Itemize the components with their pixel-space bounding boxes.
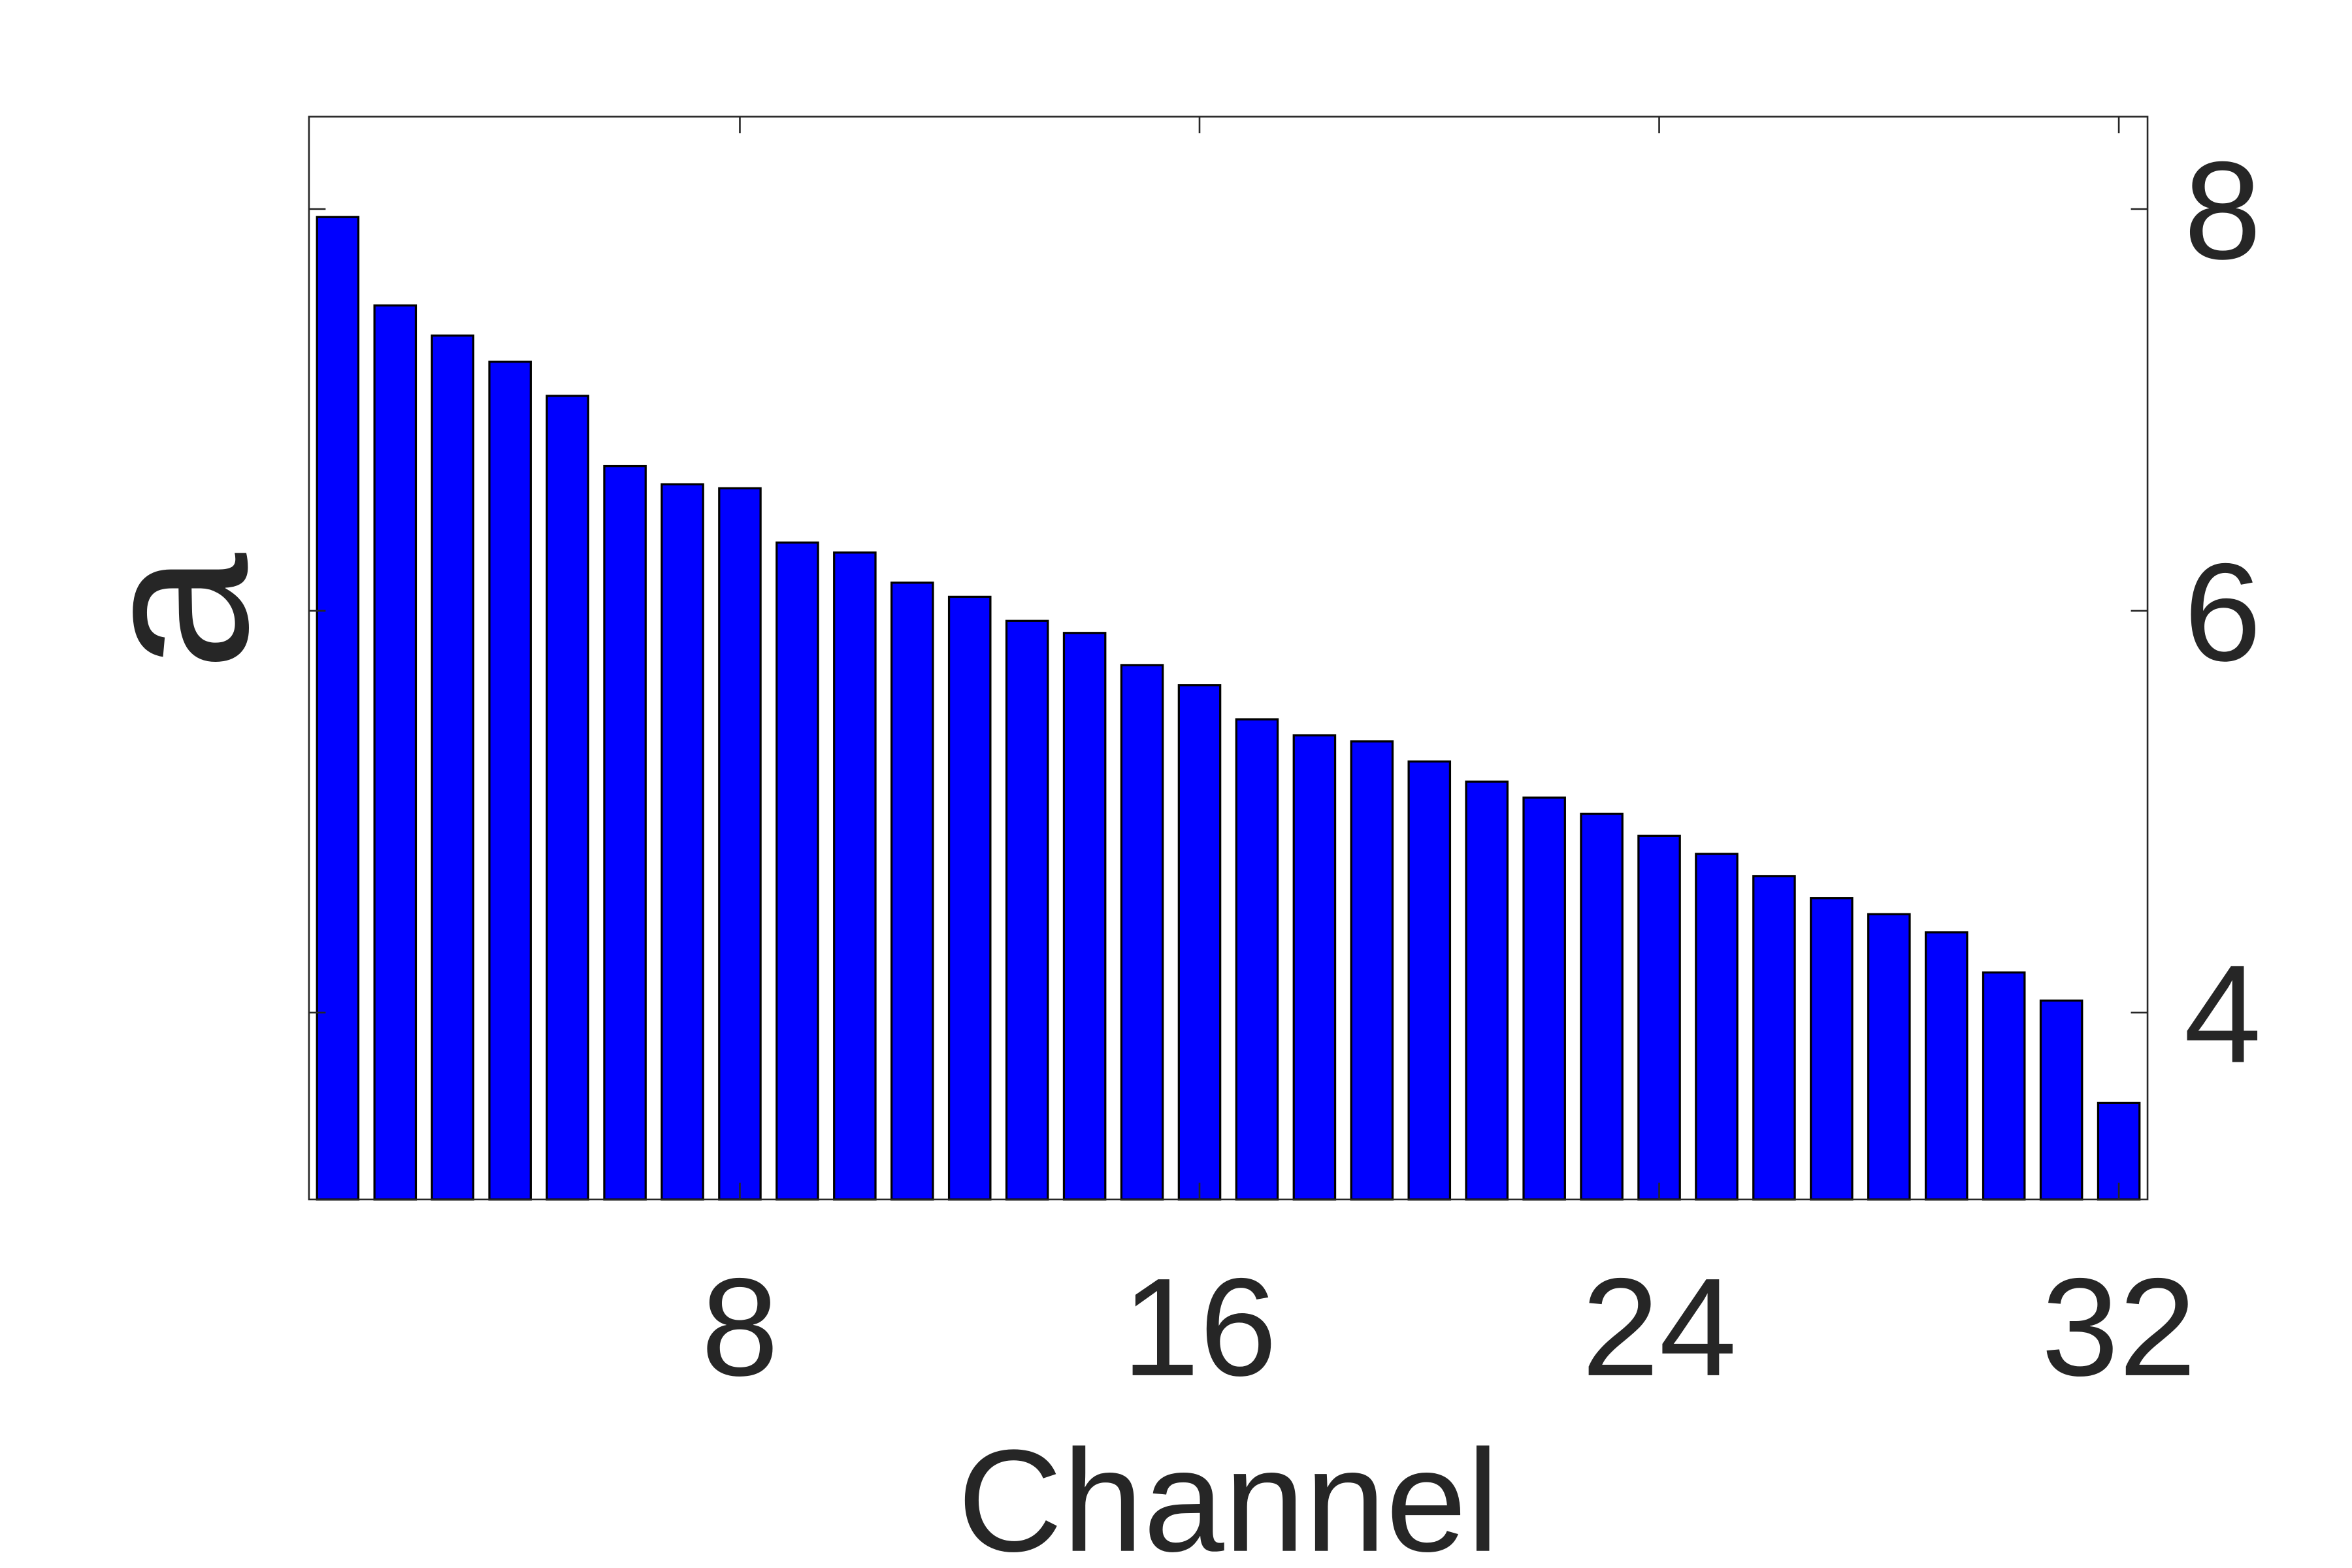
- bar-channel-26: [1752, 875, 1796, 1201]
- bar-channel-5: [546, 395, 589, 1201]
- x-axis-label: Channel: [958, 1420, 1499, 1568]
- bar-channel-29: [1924, 931, 1968, 1201]
- x-tick-label-24: 24: [1582, 1250, 1737, 1405]
- bar-channel-31: [2039, 999, 2083, 1201]
- bar-channel-17: [1235, 718, 1279, 1201]
- bar-channel-15: [1120, 664, 1164, 1201]
- bar-channel-28: [1867, 913, 1911, 1201]
- y-tick-label-6: 6: [2184, 535, 2262, 691]
- plot-frame: [308, 116, 2149, 1201]
- bar-channel-16: [1177, 684, 1222, 1201]
- ticks-group: 8 16 24 32 4 6 8: [308, 116, 2262, 1405]
- bar-channel-8: [718, 487, 762, 1201]
- y-axis-label: a: [55, 551, 292, 671]
- bar-channel-6: [603, 465, 647, 1201]
- bar-channel-23: [1580, 812, 1624, 1201]
- y-tick-label-8: 8: [2184, 133, 2262, 289]
- bar-channel-2: [373, 304, 417, 1201]
- bar-channel-4: [488, 361, 532, 1201]
- bar-channel-21: [1465, 780, 1509, 1201]
- bar-channel-1: [316, 216, 360, 1201]
- bar-channel-30: [1982, 971, 2026, 1201]
- bar-channel-14: [1062, 632, 1107, 1201]
- bar-channel-18: [1292, 734, 1337, 1201]
- bar-channel-11: [890, 581, 934, 1201]
- bar-channel-12: [947, 595, 992, 1201]
- bar-channel-20: [1407, 760, 1452, 1201]
- x-tick-label-32: 32: [2041, 1250, 2196, 1405]
- bar-channel-27: [1810, 897, 1854, 1201]
- bar-channel-22: [1522, 796, 1566, 1201]
- bars-group: [316, 216, 2141, 1201]
- x-tick-label-8: 8: [701, 1250, 779, 1405]
- bar-channel-3: [431, 335, 475, 1201]
- y-tick-label-4: 4: [2184, 937, 2262, 1092]
- bar-channel-9: [776, 541, 819, 1201]
- x-tick-label-16: 16: [1122, 1250, 1277, 1405]
- bar-channel-24: [1637, 834, 1681, 1201]
- bar-channel-19: [1350, 740, 1394, 1201]
- bar-channel-7: [661, 483, 704, 1201]
- bar-channel-25: [1695, 853, 1739, 1201]
- bar-channel-13: [1005, 619, 1049, 1201]
- bar-channel-10: [833, 551, 877, 1201]
